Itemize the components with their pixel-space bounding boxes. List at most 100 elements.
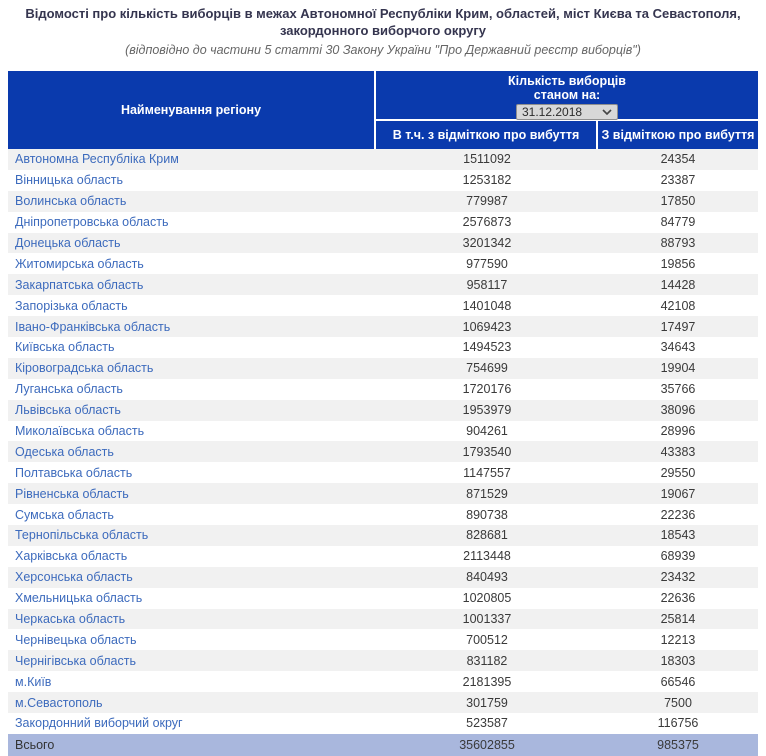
region-link[interactable]: м.Київ [15,674,52,689]
region-link[interactable]: Хмельницька область [15,591,143,606]
table-row: Львівська область 1953979 38096 [8,399,758,421]
table-body: Автономна Республіка Крим 1511092 24354 … [8,149,758,734]
total-voters-value: 700512 [466,632,508,647]
departed-value: 17850 [660,194,696,209]
departed-value: 23432 [660,570,696,585]
departed-value: 38096 [660,403,696,418]
table-row: Хмельницька область 1020805 22636 [8,587,758,609]
total-voters-value: 1511092 [463,152,511,167]
departed-value: 14428 [660,277,696,292]
region-link[interactable]: Дніпропетровська область [15,215,169,230]
region-link[interactable]: Сумська область [15,507,114,522]
total-voters-value: 301759 [466,695,508,710]
region-link[interactable]: Житомирська область [15,256,144,271]
total-voters-value: 2576873 [462,215,512,230]
region-link[interactable]: Вінницька область [15,173,124,188]
total-voters-value: 904261 [466,424,508,439]
region-link[interactable]: Закарпатська область [15,277,144,292]
region-link[interactable]: Херсонська область [15,570,133,585]
table-row: Харківська область 2113448 68939 [8,545,758,567]
departed-value: 23387 [660,173,696,188]
table-row: Херсонська область 840493 23432 [8,566,758,588]
total-voters-value: 977590 [466,256,508,271]
total-voters-value: 1147557 [463,465,511,480]
region-link[interactable]: Черкаська область [15,612,126,627]
total-voters-value: 1953979 [462,403,512,418]
region-link[interactable]: Запорізька область [15,298,128,313]
departed-value: 88793 [660,236,696,250]
departed-value: 43383 [660,444,696,459]
departed-value: 84779 [660,215,696,230]
region-link[interactable]: Рівненська область [15,486,129,501]
table-row: Рівненська область 871529 19067 [8,483,758,505]
table-row: Івано-Франківська область 1069423 17497 [8,316,758,338]
total-voters-value: 958117 [466,277,508,292]
region-link[interactable]: Львівська область [15,403,121,418]
total-voters-value: 890738 [466,507,508,522]
table-row: Черкаська область 1001337 25814 [8,608,758,630]
region-link[interactable]: Закордонний виборчий округ [15,716,183,731]
total-voters-value: 1253182 [462,173,512,188]
total-label: Всього [15,737,55,752]
table-row: Донецька область 3201342 88793 [8,232,758,254]
table-row: Закордонний виборчий округ 523587 116756 [8,713,758,734]
region-link[interactable]: Полтавська область [15,465,133,480]
page-title: Відомості про кількість виборців в межах… [25,6,741,38]
table-row: Автономна Республіка Крим 1511092 24354 [8,149,758,170]
region-link[interactable]: Луганська область [15,382,123,397]
departed-value: 68939 [660,549,696,564]
region-link[interactable]: Волинська область [15,194,127,209]
voters-table: Найменування регіону Кількість виборців … [8,71,758,756]
departed-value: 29550 [660,465,696,480]
total-voters-value: 523587 [466,716,508,731]
departed-value: 28996 [660,424,696,439]
region-link[interactable]: Автономна Республіка Крим [15,152,179,167]
total-voters-value: 1720176 [462,382,512,397]
table-row: Луганська область 1720176 35766 [8,378,758,400]
total-voters-sum: 35602855 [459,737,515,752]
total-voters-value: 840493 [466,570,508,585]
table-row: Дніпропетровська область 2576873 84779 [8,211,758,233]
region-link[interactable]: Кіровоградська область [15,361,154,376]
departed-value: 18303 [660,653,696,668]
departed-value: 24354 [660,152,696,167]
total-voters-value: 779987 [466,194,508,209]
total-voters-value: 1401048 [462,298,512,313]
total-voters-value: 1494523 [462,340,512,355]
total-voters-value: 3201342 [462,236,512,250]
total-voters-value: 871529 [466,486,508,501]
departed-value: 19904 [660,361,696,376]
region-link[interactable]: Харківська область [15,549,128,564]
region-link[interactable]: Одеська область [15,444,114,459]
region-link[interactable]: Тернопільська область [15,528,149,543]
region-link[interactable]: Чернігівська область [15,653,136,668]
table-row: Вінницька область 1253182 23387 [8,169,758,191]
total-voters-value: 1020805 [462,591,512,606]
table-row: Сумська область 890738 22236 [8,504,758,526]
region-link[interactable]: Чернівецька область [15,632,137,647]
region-link[interactable]: Івано-Франківська область [15,319,171,334]
total-voters-value: 1793540 [462,444,512,459]
page-header: Відомості про кількість виборців в межах… [0,0,766,58]
departed-value: 34643 [660,340,696,355]
table-row: Житомирська область 977590 19856 [8,253,758,275]
table-row: м.Севастополь 301759 7500 [8,692,758,714]
count-header-line2: станом на: [533,87,601,102]
departed-value: 18543 [660,528,696,543]
total-row: Всього 35602855 985375 [8,733,758,756]
departed-value: 66546 [660,674,696,689]
column-header-count: Кількість виборців станом на: 31.12.2018 [376,71,758,120]
region-link[interactable]: м.Севастополь [15,695,103,710]
chevron-down-icon [602,108,612,115]
region-link[interactable]: Київська область [15,340,115,355]
date-select[interactable]: 31.12.2018 [516,103,618,120]
departed-value: 25814 [660,612,696,627]
departed-value: 42108 [660,298,696,313]
table-row: Запорізька область 1401048 42108 [8,295,758,317]
region-link[interactable]: Донецька область [15,236,121,250]
departed-value: 116756 [657,716,699,731]
column-header-departed: З відміткою про вибуття [598,121,758,149]
region-link[interactable]: Миколаївська область [15,424,145,439]
total-voters-value: 828681 [466,528,508,543]
total-departed-sum: 985375 [657,737,699,752]
